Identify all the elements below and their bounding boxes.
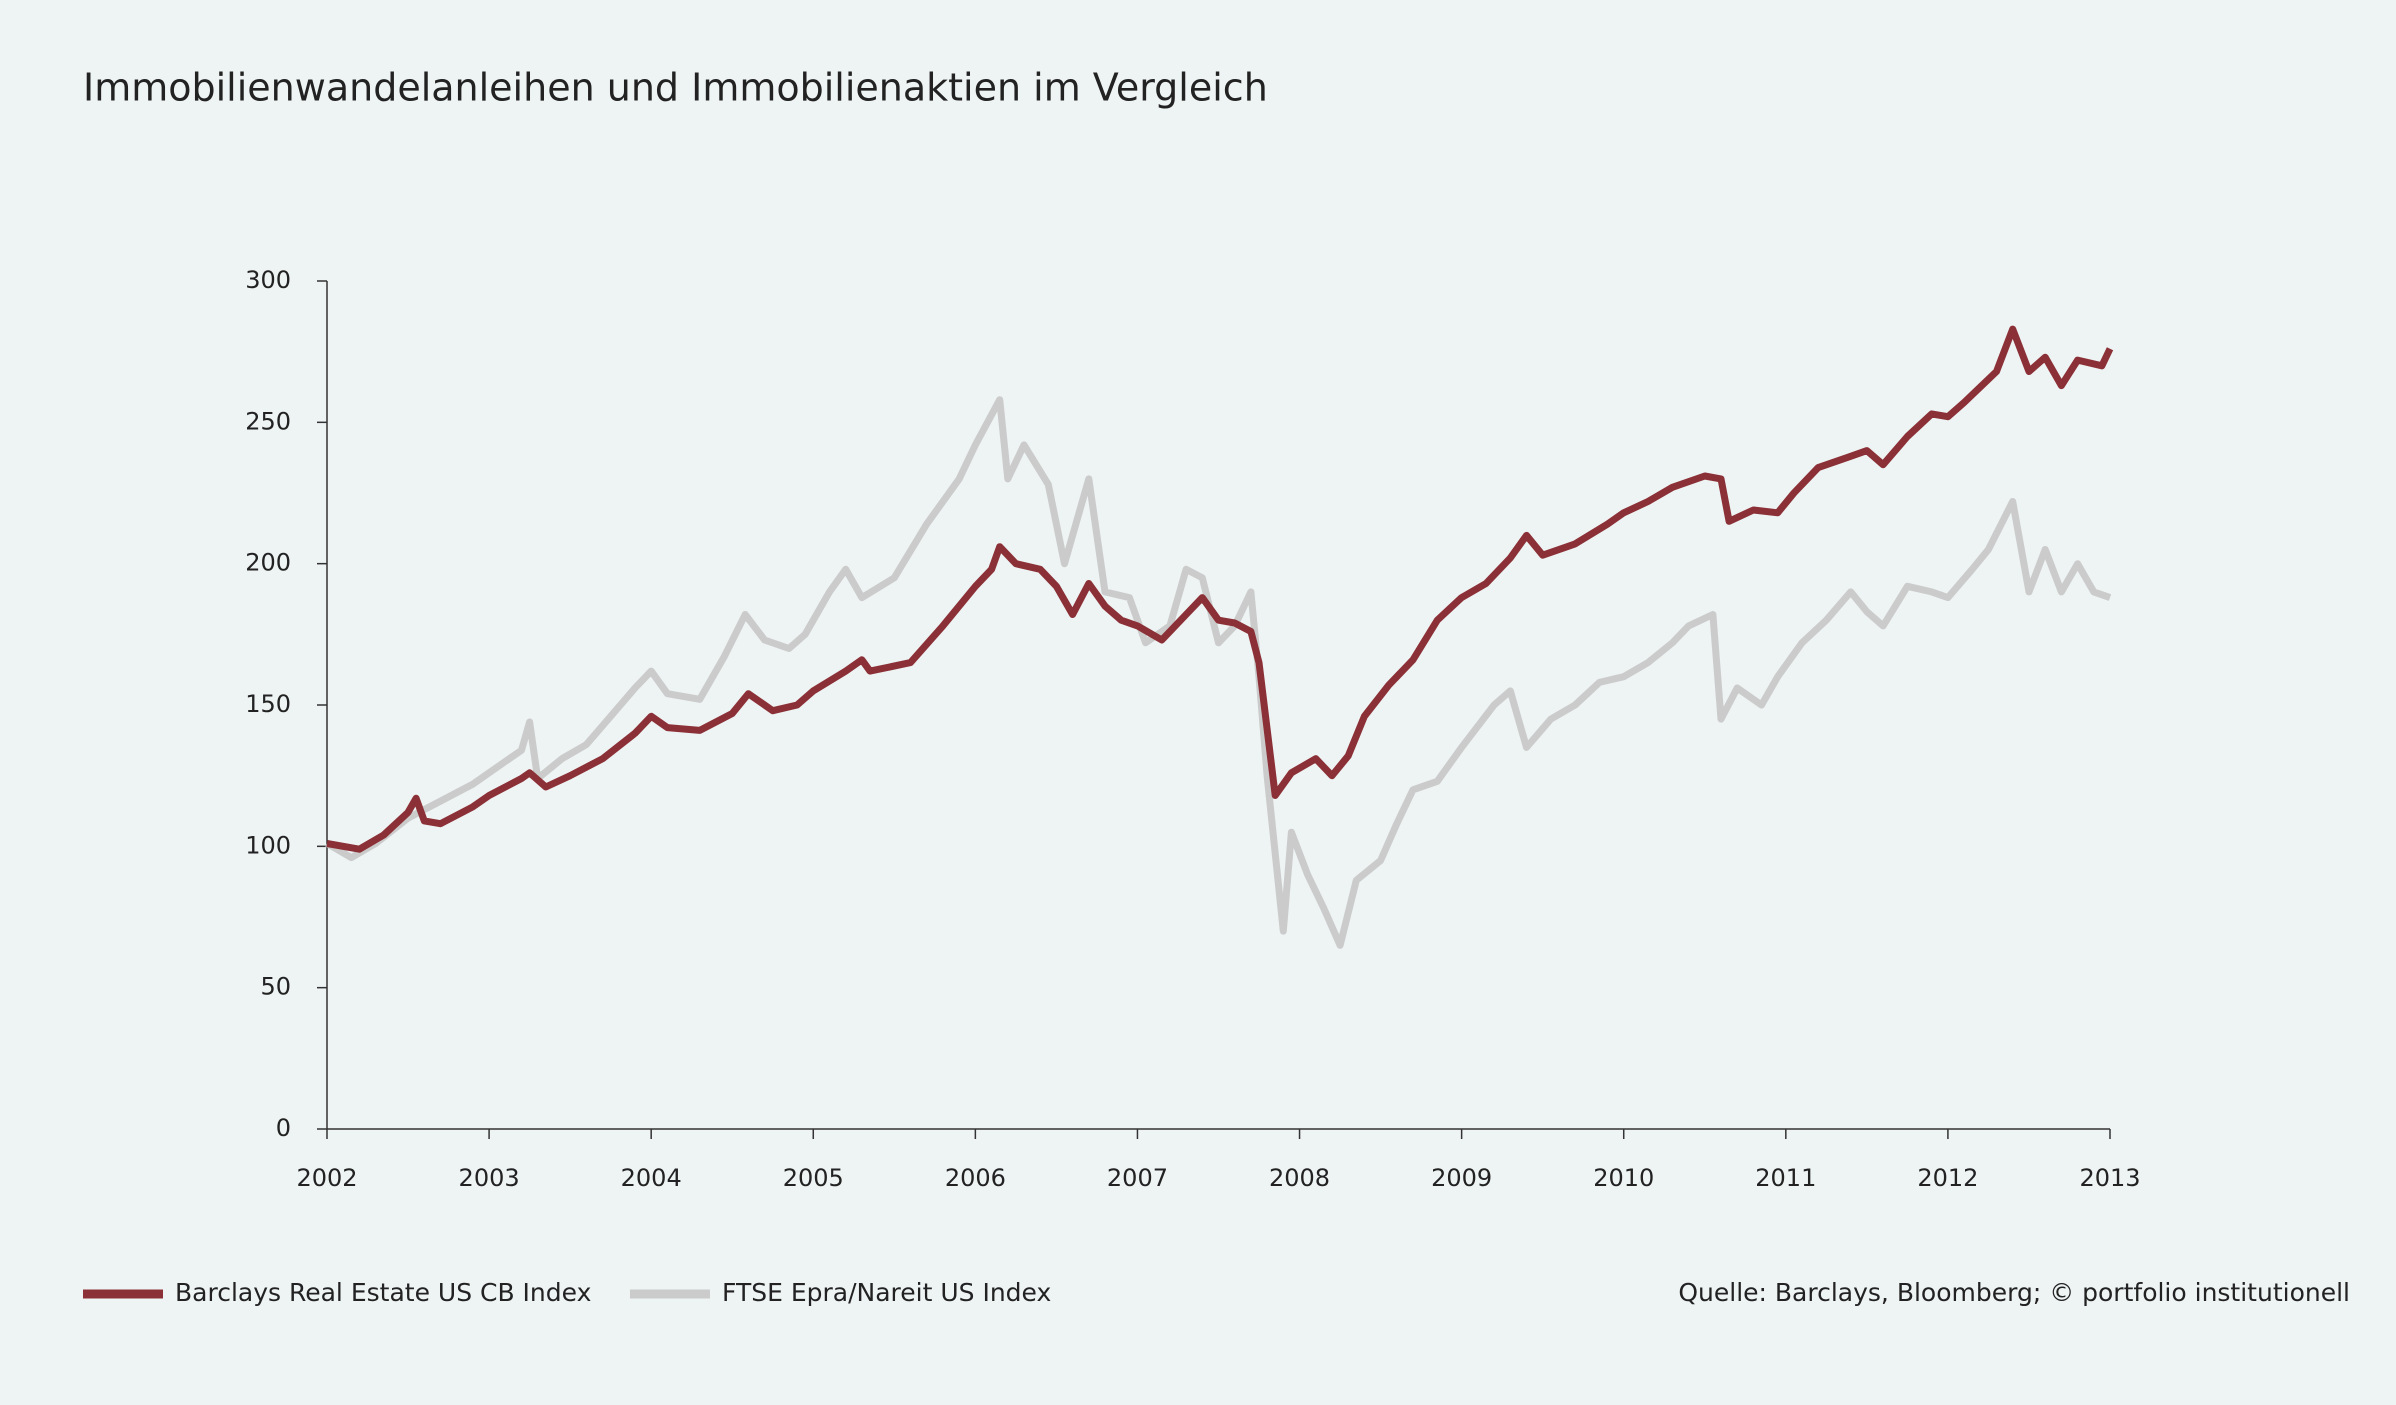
- source: Quelle: Barclays, Bloomberg; © portfolio…: [1678, 1278, 2350, 1307]
- x-tick-label: 2005: [783, 1164, 844, 1192]
- x-tick-label: 2002: [296, 1164, 357, 1192]
- y-tick-label: 0: [276, 1114, 291, 1142]
- x-tick-label: 2009: [1431, 1164, 1492, 1192]
- legend-label: Barclays Real Estate US CB Index: [175, 1278, 591, 1307]
- x-tick-label: 2007: [1107, 1164, 1168, 1192]
- x-tick-label: 2003: [459, 1164, 520, 1192]
- x-tick-label: 2013: [2079, 1164, 2140, 1192]
- legend-label: FTSE Epra/Nareit US Index: [722, 1278, 1051, 1307]
- x-tick-label: 2012: [1917, 1164, 1978, 1192]
- y-tick-label: 250: [245, 407, 291, 435]
- x-tick-label: 2008: [1269, 1164, 1330, 1192]
- y-tick-label: 300: [245, 266, 291, 294]
- x-tick-label: 2011: [1755, 1164, 1816, 1192]
- x-tick-label: 2004: [621, 1164, 682, 1192]
- y-tick-label: 100: [245, 831, 291, 859]
- y-tick-label: 50: [260, 973, 291, 1001]
- x-tick-label: 2010: [1593, 1164, 1654, 1192]
- chart-title: Immobilienwandelanleihen und Immobiliena…: [83, 66, 1268, 110]
- y-tick-label: 200: [245, 549, 291, 577]
- series-line: [326, 325, 2114, 853]
- x-tick-label: 2006: [945, 1164, 1006, 1192]
- y-tick-label: 150: [245, 690, 291, 718]
